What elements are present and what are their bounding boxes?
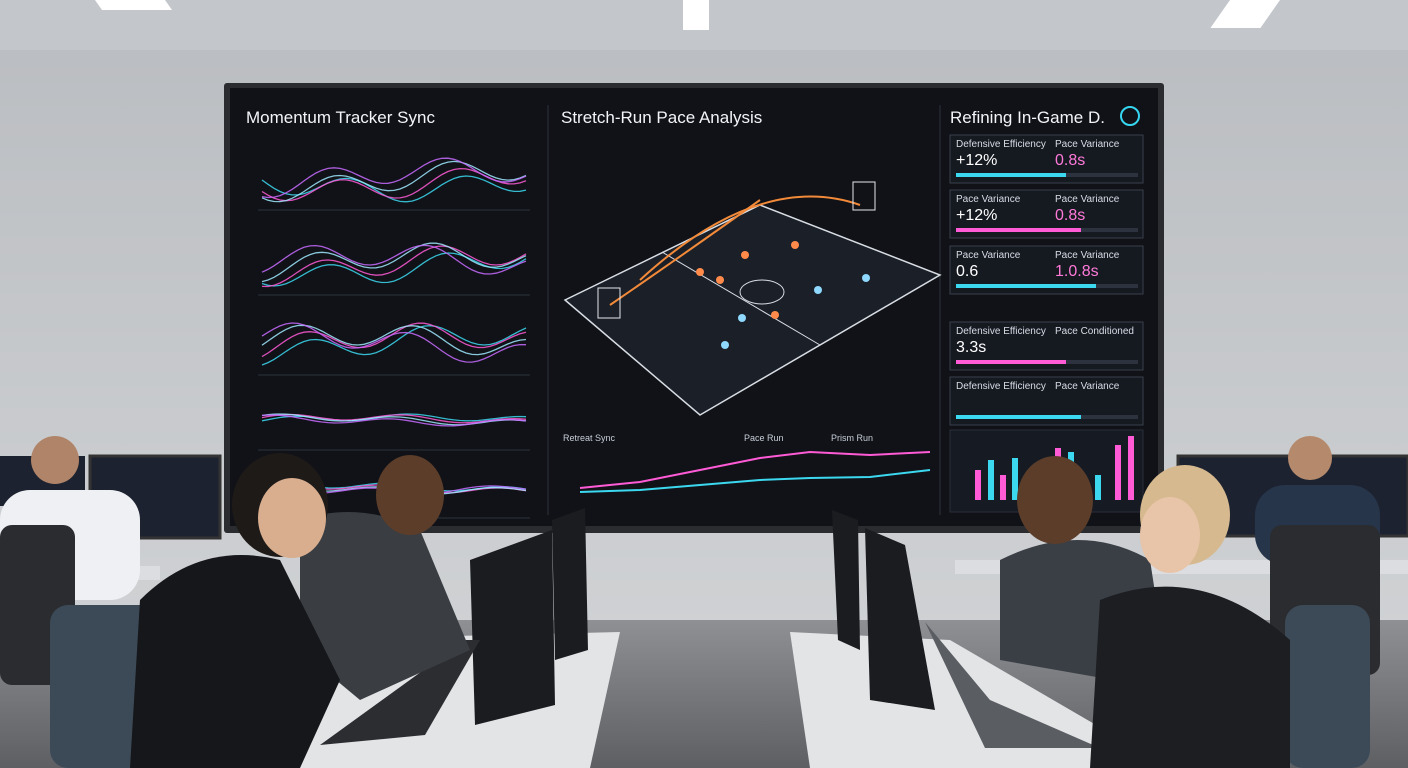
trend-line	[579, 469, 931, 493]
panel-title: Stretch-Run Pace Analysis	[561, 108, 762, 127]
waveform	[261, 245, 527, 288]
card-label: Defensive Efficiency	[956, 326, 1046, 337]
waveform	[261, 157, 527, 199]
wifi-icon	[1120, 106, 1140, 126]
trend-line	[579, 450, 931, 489]
card-label: Pace Variance	[956, 250, 1021, 261]
card-value: 0.8s	[1055, 152, 1085, 169]
metric-card: Defensive Efficiency Pace Variance	[949, 376, 1144, 426]
card-value: +12%	[956, 207, 997, 224]
chart-label: Pace Run	[744, 433, 784, 443]
metric-card: Pace Variance Pace Variance +12% 0.8s	[949, 189, 1144, 239]
metric-card: Pace Variance Pace Variance 0.6 1.0.8s	[949, 245, 1144, 295]
card-label: Defensive Efficiency	[956, 139, 1046, 150]
card-label: Pace Variance	[1055, 139, 1120, 150]
card-bar	[956, 284, 1096, 288]
waveform	[261, 244, 527, 275]
card-bar	[956, 173, 1066, 177]
card-value: +12%	[956, 152, 997, 169]
card-label: Pace Variance	[956, 194, 1021, 205]
metric-card: Defensive Efficiency Pace Variance +12% 0.8…	[949, 134, 1144, 184]
card-label: Pace Variance	[1055, 250, 1120, 261]
card-value: 0.6	[956, 263, 978, 280]
card-label: Pace Conditioned	[1055, 326, 1134, 337]
card-value: 1.0.8s	[1055, 263, 1099, 280]
card-value: 3.3s	[956, 339, 986, 356]
card-label: Defensive Efficiency	[956, 381, 1046, 392]
waveform	[261, 414, 527, 427]
chart-label: Prism Run	[831, 433, 873, 443]
card-label: Pace Variance	[1055, 381, 1120, 392]
monitor	[470, 530, 555, 725]
card-bar	[956, 415, 1081, 419]
card-bar	[956, 228, 1081, 232]
waveform	[261, 325, 527, 366]
panel-title: Momentum Tracker Sync	[246, 108, 435, 127]
monitor	[865, 528, 935, 710]
waveform	[261, 322, 527, 363]
court-3d	[563, 181, 942, 416]
metric-cards: Defensive Efficiency Pace Variance +12% 0.8…	[949, 134, 1144, 426]
person	[300, 455, 470, 700]
card-value: 0.8s	[1055, 207, 1085, 224]
monitor	[832, 510, 860, 650]
ceiling-light	[1210, 0, 1280, 28]
card-label: Pace Variance	[1055, 194, 1120, 205]
waveform	[261, 322, 527, 358]
panel-title: Refining In-Game D.	[950, 108, 1105, 127]
laptop	[320, 640, 480, 745]
ceiling-light	[683, 0, 709, 30]
ceiling-light	[94, 0, 173, 10]
chart-label: Retreat Sync	[563, 433, 616, 443]
waveform	[261, 242, 527, 283]
monitor	[552, 508, 588, 660]
laptop	[925, 622, 1100, 748]
metric-card: Defensive Efficiency Pace Conditioned 3.3s	[949, 321, 1144, 371]
card-bar	[956, 360, 1066, 364]
waveform	[261, 160, 527, 203]
person	[130, 453, 340, 768]
person	[1090, 465, 1290, 768]
waveform	[261, 252, 527, 287]
waveform	[261, 175, 527, 203]
